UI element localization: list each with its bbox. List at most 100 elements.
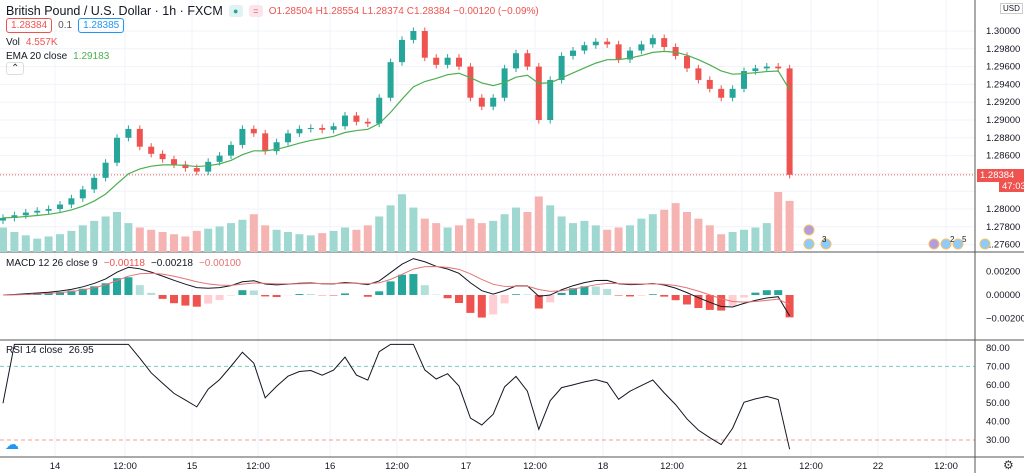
volume-bar (489, 220, 498, 252)
macd-hist-value: −0.00118 (103, 258, 145, 269)
volume-bar (443, 227, 452, 252)
macd-histogram-bar (101, 283, 110, 295)
candle-body (547, 79, 554, 120)
candle-body (319, 128, 326, 130)
event-count: 5 (962, 235, 967, 244)
rsi-value: 26.95 (68, 345, 94, 356)
macd-histogram-bar (569, 288, 577, 295)
volume-bar (420, 218, 429, 252)
volume-bar (341, 227, 349, 252)
volume-bar (557, 216, 566, 252)
macd-histogram-bar (170, 295, 178, 304)
macd-histogram-bar (113, 278, 121, 295)
volume-bar (158, 232, 167, 252)
macd-histogram-bar (740, 295, 748, 298)
settings-gear-icon[interactable]: ⚙ (1003, 458, 1014, 472)
macd-histogram-bar (78, 288, 87, 295)
time-tick: 14 (50, 461, 61, 472)
volume-bar (409, 207, 418, 252)
macd-histogram-bar (489, 295, 498, 315)
candle-body (57, 204, 63, 209)
symbol-title[interactable]: British Pound / U.S. Dollar · 1h · FXCM (6, 4, 223, 18)
volume-bar (306, 235, 315, 252)
macd-histogram-bar (215, 295, 224, 300)
macd-histogram-bar (580, 286, 589, 295)
volume-bar (124, 223, 133, 252)
rsi-tick: 50.00 (986, 398, 1010, 409)
macd-histogram-bar (683, 295, 691, 305)
candle-body (592, 41, 599, 46)
sell-button[interactable]: 1.28384 (6, 18, 53, 33)
economic-event-icon (928, 238, 940, 250)
time-tick: 12:00 (934, 461, 958, 472)
candle-body (0, 217, 6, 221)
macd-histogram-bar (717, 295, 726, 311)
volume-bar (648, 214, 657, 252)
menu-icon[interactable]: = (248, 5, 263, 17)
volume-bar (569, 223, 577, 252)
chevron-up-icon[interactable]: ⌃ (6, 62, 25, 75)
volume-bar (272, 229, 281, 252)
volume-bar (523, 212, 532, 252)
volume-bar (386, 205, 395, 252)
volume-bar (101, 216, 110, 252)
macd-histogram-bar (398, 274, 406, 295)
candle-body (205, 161, 212, 172)
volume-bar (10, 232, 19, 252)
macd-value: −0.00218 (150, 258, 193, 269)
volume-bar (56, 234, 64, 252)
candle-body (91, 177, 98, 190)
buy-button[interactable]: 1.28385 (78, 18, 125, 33)
candle-body (216, 155, 223, 162)
volume-bar (762, 223, 771, 252)
volume-bar (466, 218, 475, 252)
macd-histogram-bar (90, 286, 99, 295)
macd-histogram-bar (249, 290, 258, 295)
candle-body (307, 128, 314, 130)
candle-body (638, 44, 645, 51)
candle-body (262, 133, 269, 152)
volume-bar (135, 227, 144, 252)
macd-histogram-bar (614, 295, 623, 296)
macd-histogram-bar (181, 295, 190, 306)
volume-bar (363, 225, 372, 252)
candle-body (353, 115, 360, 122)
candle-body (661, 38, 668, 48)
economic-event-icon (979, 238, 991, 250)
macd-histogram-bar (227, 295, 235, 296)
price-tick: 1.29000 (986, 115, 1020, 126)
candle-body (182, 164, 189, 169)
candle-body (695, 68, 702, 80)
volume-bar (261, 225, 270, 252)
price-tick: 1.27600 (986, 240, 1020, 251)
volume-bar (90, 220, 99, 252)
candle-body (558, 55, 565, 80)
volume-bar (0, 227, 7, 252)
macd-tick: 0.00200 (986, 267, 1020, 278)
currency-label[interactable]: USD (1000, 3, 1023, 14)
volume-bar (44, 236, 53, 252)
price-tick: 1.28000 (986, 204, 1020, 215)
cloud-icon[interactable]: ☁ (5, 436, 19, 452)
volume-bar (477, 223, 486, 252)
candle-body (467, 66, 474, 98)
vol-label: Vol (6, 37, 20, 48)
candle-body (775, 66, 782, 69)
volume-bar (170, 234, 178, 252)
economic-event-icon (820, 238, 832, 250)
candle-body (649, 38, 656, 45)
candle-body (376, 97, 383, 124)
volume-bar (717, 234, 726, 252)
candle-body (706, 79, 713, 89)
price-tick: 1.29800 (986, 44, 1020, 55)
ema-label: EMA 20 close (6, 51, 68, 62)
candle-body (68, 198, 75, 205)
volume-bar (329, 230, 338, 252)
market-open-icon: ● (228, 5, 243, 17)
volume-bar (295, 234, 304, 252)
candle-body (330, 126, 337, 130)
macd-histogram-bar (295, 294, 304, 295)
macd-histogram-bar (56, 291, 64, 295)
volume-bar (455, 225, 463, 252)
